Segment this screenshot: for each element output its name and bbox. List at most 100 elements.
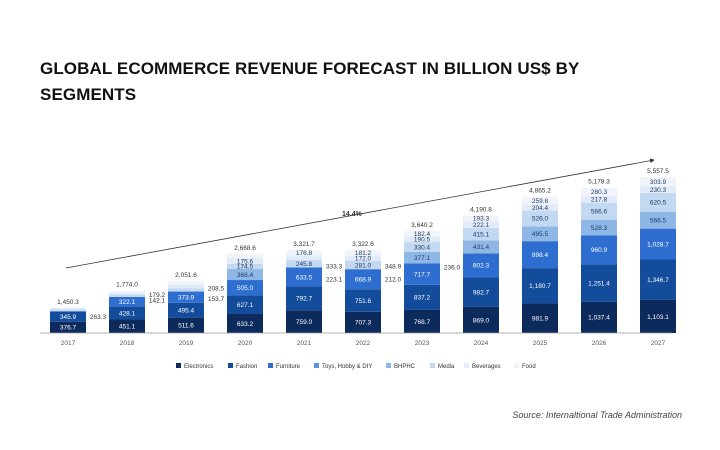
segment-value-label: 368.4 bbox=[237, 272, 254, 279]
bar-segment-fashion-2020 bbox=[227, 295, 263, 314]
segment-value-label: 182.4 bbox=[414, 231, 431, 238]
legend-label: Media bbox=[438, 364, 455, 370]
bar-segment-bhphc-2020 bbox=[227, 268, 263, 281]
bar-segment-media-2021 bbox=[286, 260, 322, 268]
bar-segment-electronics-2027 bbox=[640, 299, 676, 333]
side-value-label: 142.1 bbox=[149, 298, 166, 305]
bar-segment-bhphc-2027 bbox=[640, 211, 676, 229]
legend-label: Fashion bbox=[236, 364, 257, 370]
segment-value-label: 1,180.7 bbox=[529, 283, 551, 290]
x-tick-label-2026: 2026 bbox=[592, 340, 607, 347]
segment-value-label: 707.3 bbox=[355, 320, 372, 327]
bar-segment-bhphc-2025 bbox=[522, 226, 558, 242]
segment-value-label: 869.0 bbox=[473, 317, 490, 324]
bar-total-label-2021: 3,321.7 bbox=[293, 241, 315, 248]
segment-value-label: 1,346.7 bbox=[647, 277, 669, 284]
segment-value-label: 981.9 bbox=[532, 316, 549, 323]
bar-segment-furniture-2025 bbox=[522, 241, 558, 269]
bar-segment-media-2022 bbox=[345, 260, 381, 270]
bar-segment-beverages-2018 bbox=[109, 292, 145, 295]
legend-swatch bbox=[314, 363, 319, 368]
x-tick-label-2023: 2023 bbox=[415, 340, 430, 347]
legend-label: Food bbox=[522, 364, 536, 370]
legend-label: Furniture bbox=[276, 364, 301, 370]
bar-segment-media-2018 bbox=[109, 294, 145, 297]
bar-segment-electronics-2020 bbox=[227, 314, 263, 333]
bar-segment-food-2024 bbox=[463, 215, 499, 222]
bar-segment-electronics-2021 bbox=[286, 310, 322, 333]
bar-total-label-2026: 5,178.3 bbox=[588, 179, 610, 186]
x-tick-label-2024: 2024 bbox=[474, 340, 489, 347]
bar-segment-electronics-2018 bbox=[109, 319, 145, 333]
bar-total-label-2024: 4,190.8 bbox=[470, 207, 492, 214]
bar-total-label-2027: 5,557.5 bbox=[647, 168, 669, 175]
segment-value-label: 230.3 bbox=[650, 187, 667, 194]
side-value-label: 333.3 bbox=[326, 263, 343, 270]
segment-value-label: 1,037.4 bbox=[588, 315, 610, 322]
segment-value-label: 566.5 bbox=[650, 217, 667, 224]
segment-value-label: 633.2 bbox=[237, 321, 254, 328]
segment-value-label: 377.1 bbox=[414, 255, 431, 262]
bar-segment-fashion-2022 bbox=[345, 289, 381, 312]
bar-segment-furniture-2018 bbox=[109, 296, 145, 307]
bar-segment-beverages-2026 bbox=[581, 196, 617, 203]
segment-value-label: 217.8 bbox=[591, 197, 608, 204]
segment-value-label: 1,103.1 bbox=[647, 314, 669, 321]
segment-value-label: 620.5 bbox=[650, 200, 667, 207]
segment-value-label: 204.4 bbox=[532, 205, 549, 212]
bar-segment-furniture-2022 bbox=[345, 269, 381, 290]
segment-value-label: 431.4 bbox=[473, 244, 490, 251]
bar-segment-bhphc-2026 bbox=[581, 219, 617, 236]
bar-segment-media-2024 bbox=[463, 227, 499, 241]
bar-total-label-2017: 1,450.3 bbox=[57, 299, 79, 306]
segment-value-label: 175.6 bbox=[237, 258, 254, 265]
segment-value-label: 303.9 bbox=[650, 179, 667, 186]
bar-segment-beverages-2017 bbox=[50, 307, 86, 310]
bar-segment-fashion-2023 bbox=[404, 284, 440, 310]
x-tick-label-2018: 2018 bbox=[120, 340, 135, 347]
side-value-label: 153.7 bbox=[208, 296, 225, 303]
bar-segment-electronics-2023 bbox=[404, 309, 440, 333]
legend-label: Beverages bbox=[472, 364, 501, 370]
bar-segment-food-2019 bbox=[168, 281, 204, 285]
bar-segment-food-2023 bbox=[404, 230, 440, 237]
bar-segment-beverages-2027 bbox=[640, 186, 676, 194]
bar-segment-media-2027 bbox=[640, 193, 676, 212]
cagr-trend-arrow bbox=[65, 158, 655, 269]
segment-value-label: 376.7 bbox=[60, 325, 77, 332]
x-tick-label-2020: 2020 bbox=[238, 340, 253, 347]
bar-segment-fashion-2025 bbox=[522, 268, 558, 304]
segment-value-label: 176.8 bbox=[296, 250, 313, 257]
legend-swatch bbox=[268, 363, 273, 368]
segment-value-label: 751.6 bbox=[355, 298, 372, 305]
segment-value-label: 627.1 bbox=[237, 302, 254, 309]
bar-segment-media-2019 bbox=[168, 288, 204, 292]
bar-segment-fashion-2017 bbox=[50, 311, 86, 322]
segment-value-label: 837.2 bbox=[414, 295, 431, 302]
segment-value-label: 1,251.4 bbox=[588, 280, 610, 287]
bar-segment-media-2017 bbox=[50, 309, 86, 312]
bar-segment-food-2021 bbox=[286, 250, 322, 256]
bar-segment-food-2027 bbox=[640, 177, 676, 187]
bar-segment-food-2018 bbox=[109, 290, 145, 293]
segment-value-label: 345.9 bbox=[60, 314, 77, 321]
bar-total-label-2018: 1,774.0 bbox=[116, 282, 138, 289]
legend-swatch bbox=[176, 363, 181, 368]
x-tick-label-2027: 2027 bbox=[651, 340, 666, 347]
bar-segment-furniture-2023 bbox=[404, 263, 440, 285]
segment-value-label: 245.8 bbox=[296, 261, 313, 268]
segment-value-label: 717.7 bbox=[414, 271, 431, 278]
bar-segment-bhphc-2024 bbox=[463, 240, 499, 254]
bar-segment-beverages-2023 bbox=[404, 236, 440, 243]
bar-segment-furniture-2021 bbox=[286, 267, 322, 287]
bar-segment-furniture-2020 bbox=[227, 280, 263, 296]
bar-segment-food-2026 bbox=[581, 187, 617, 197]
bar-total-label-2020: 2,668.6 bbox=[234, 245, 256, 252]
side-value-label: 179.2 bbox=[149, 292, 166, 299]
bar-segment-electronics-2026 bbox=[581, 301, 617, 333]
bar-segment-bhphc-2023 bbox=[404, 251, 440, 264]
side-value-label: 348.9 bbox=[385, 263, 402, 270]
segment-value-label: 802.3 bbox=[473, 263, 490, 270]
x-tick-label-2021: 2021 bbox=[297, 340, 312, 347]
